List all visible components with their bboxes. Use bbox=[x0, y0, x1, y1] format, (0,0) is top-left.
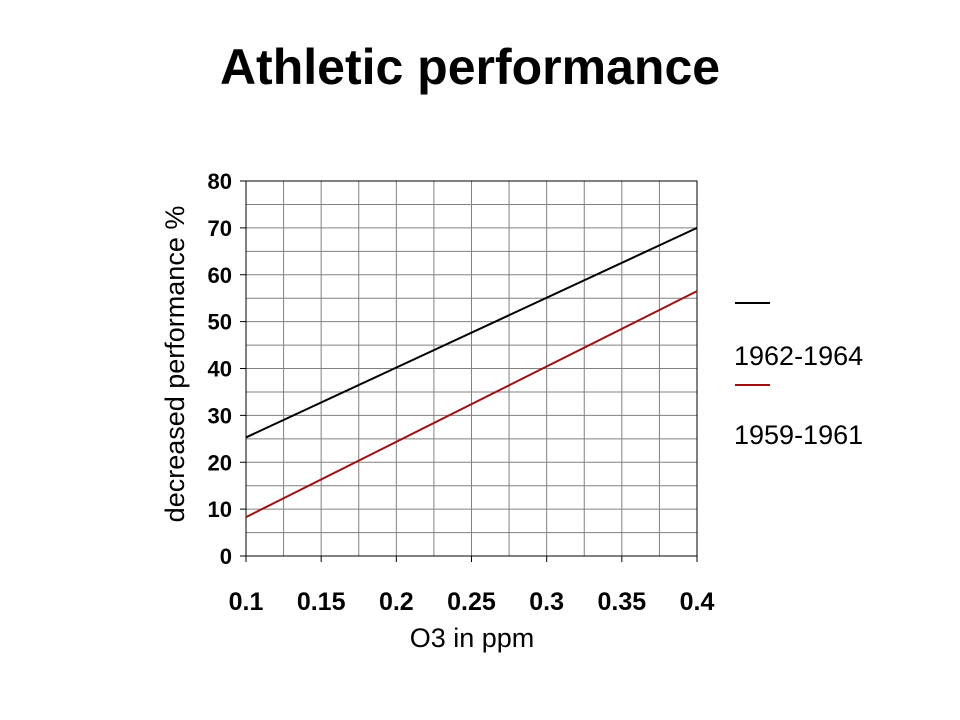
legend-label: 1962-1964 bbox=[734, 341, 863, 371]
slide-title: Athletic performance bbox=[219, 39, 721, 95]
x-tick-label: 0.2 bbox=[379, 588, 414, 616]
y-axis-title: decreased performance % bbox=[160, 206, 190, 523]
y-axis-ticks: 0 10 20 30 40 50 60 70 80 bbox=[208, 169, 246, 569]
x-tick-label: 0.35 bbox=[597, 588, 646, 616]
y-tick-label: 10 bbox=[208, 497, 232, 522]
legend: 1962-1964 1959-1961 bbox=[734, 302, 863, 450]
y-tick-label: 0 bbox=[220, 544, 232, 569]
x-tick-label: 0.15 bbox=[297, 588, 346, 616]
y-tick-label: 20 bbox=[208, 450, 232, 475]
grid bbox=[246, 181, 697, 556]
y-tick-label: 80 bbox=[208, 169, 232, 194]
x-axis-ticks: 0.1 0.15 0.2 0.25 0.3 0.35 0.4 bbox=[229, 556, 715, 616]
series-layer bbox=[245, 226, 698, 518]
y-tick-label: 60 bbox=[208, 263, 232, 288]
legend-label: 1959-1961 bbox=[734, 420, 863, 450]
x-tick-label: 0.4 bbox=[680, 588, 715, 616]
x-axis-title: O3 in ppm bbox=[410, 623, 535, 653]
x-tick-label: 0.1 bbox=[229, 588, 264, 616]
x-tick-label: 0.25 bbox=[447, 588, 496, 616]
y-tick-label: 70 bbox=[208, 216, 232, 241]
series-line-1962-1964 bbox=[245, 226, 698, 439]
y-tick-label: 50 bbox=[208, 310, 232, 335]
y-tick-label: 40 bbox=[208, 357, 232, 382]
series-line-1959-1961 bbox=[245, 290, 698, 518]
y-tick-label: 30 bbox=[208, 403, 232, 428]
x-tick-label: 0.3 bbox=[529, 588, 564, 616]
